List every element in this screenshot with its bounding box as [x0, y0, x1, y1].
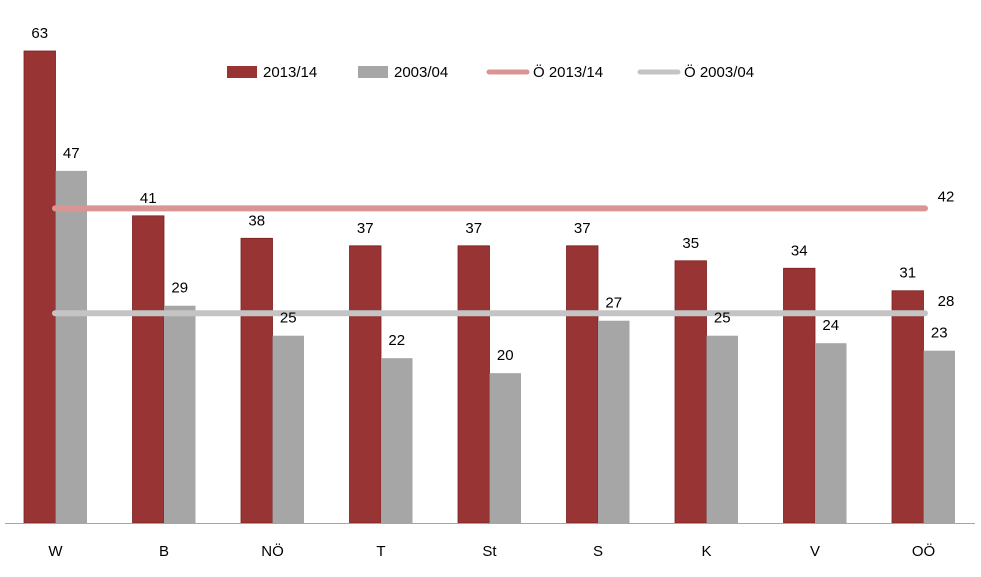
data-label: 31 — [899, 265, 916, 282]
legend-label: Ö 2013/14 — [533, 63, 603, 81]
data-label: 27 — [605, 295, 622, 312]
data-labels-layer: 63 47 41 29 38 25 37 22 37 20 37 27 35 25 34 24 31 23 42 28 — [31, 25, 954, 364]
data-label: 29 — [171, 280, 188, 297]
bar-series2 — [55, 170, 87, 523]
bar-series1 — [891, 290, 924, 524]
bar-series2 — [815, 343, 847, 523]
bar-series1 — [132, 215, 165, 524]
data-label: 34 — [791, 242, 808, 259]
x-tick-label: W — [48, 543, 63, 560]
bar-series1 — [566, 245, 599, 524]
legend-swatch — [227, 66, 257, 78]
data-label: 20 — [497, 347, 514, 364]
x-tick-label: S — [593, 543, 603, 560]
data-label: 63 — [31, 25, 48, 42]
bar-series1 — [457, 245, 490, 524]
x-tick-label: T — [376, 543, 385, 560]
x-tick-label: OÖ — [912, 542, 935, 560]
reference-line-label: 28 — [938, 293, 955, 310]
x-tick-label: K — [701, 543, 711, 560]
bar-series1 — [783, 267, 816, 524]
x-tick-label: NÖ — [261, 542, 284, 560]
reference-lines-layer — [52, 205, 928, 317]
legend-swatch — [358, 66, 388, 78]
x-tick-label: B — [159, 543, 169, 560]
legend-label: 2013/14 — [263, 64, 317, 81]
bar-series2 — [164, 305, 196, 523]
data-label: 24 — [822, 317, 839, 334]
data-label: 25 — [280, 310, 297, 327]
x-tick-label: St — [482, 543, 497, 560]
bar-series1 — [240, 237, 273, 524]
bar-series2 — [381, 358, 413, 523]
category-labels-layer: W B NÖ T St S K V OÖ — [48, 542, 935, 560]
reference-line-label: 42 — [938, 188, 955, 205]
data-label: 47 — [63, 145, 80, 162]
bars-layer — [23, 50, 955, 524]
legend: 2013/14 2003/04 Ö 2013/14 Ö 2003/04 — [227, 63, 754, 81]
bar-series2 — [706, 335, 738, 523]
legend-label: Ö 2003/04 — [684, 63, 754, 81]
data-label: 37 — [574, 220, 591, 237]
data-label: 25 — [714, 310, 731, 327]
data-label: 23 — [931, 325, 948, 342]
bar-series1 — [674, 260, 707, 524]
data-label: 41 — [140, 190, 157, 207]
x-tick-label: V — [810, 543, 820, 560]
bar-series2 — [489, 373, 521, 523]
data-label: 37 — [357, 220, 374, 237]
bar-series2 — [272, 335, 304, 523]
data-label: 35 — [682, 235, 699, 252]
data-label: 22 — [388, 332, 405, 349]
bar-series2 — [598, 320, 630, 523]
bar-series2 — [923, 350, 955, 523]
data-label: 37 — [465, 220, 482, 237]
legend-label: 2003/04 — [394, 64, 448, 81]
data-label: 38 — [248, 212, 265, 229]
bar-series1 — [23, 50, 56, 524]
bar-series1 — [349, 245, 382, 524]
